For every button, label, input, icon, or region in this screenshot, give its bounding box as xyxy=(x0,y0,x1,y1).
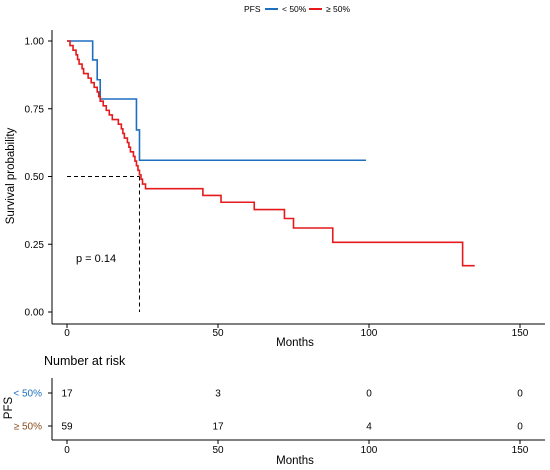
y-tick-label: 0.75 xyxy=(25,104,45,115)
risk-y-title: PFS xyxy=(3,396,15,419)
x-tick-label: 0 xyxy=(64,328,70,339)
median-survival-lines xyxy=(67,176,140,312)
risk-count: 59 xyxy=(61,422,73,433)
risk-count: 4 xyxy=(366,422,372,433)
p-value-annotation: p = 0.14 xyxy=(76,253,116,265)
risk-table: Number at risk PFS Months < 50% 17 3 0 0 ≥ 50… xyxy=(3,354,545,467)
main-plot: 0.00 0.25 0.50 0.75 1.00 0 50 100 150 Survival … xyxy=(5,30,545,349)
legend: PFS < 50% ≥ 50% xyxy=(244,4,350,14)
risk-count: 0 xyxy=(517,422,523,433)
risk-x-title: Months xyxy=(276,455,314,467)
risk-table-title: Number at risk xyxy=(44,354,126,368)
y-tick-label: 0.25 xyxy=(25,240,45,251)
legend-title: PFS xyxy=(244,4,261,14)
survival-curve-lt50 xyxy=(67,40,366,162)
y-tick-label: 0.50 xyxy=(25,172,45,183)
y-ticks: 0.00 0.25 0.50 0.75 1.00 xyxy=(25,37,52,319)
risk-x-tick-label: 100 xyxy=(361,445,378,456)
risk-count: 0 xyxy=(366,389,372,400)
risk-count: 0 xyxy=(517,389,523,400)
risk-rows: < 50% 17 3 0 0 ≥ 50% 59 17 4 0 xyxy=(13,389,523,433)
risk-row-label: ≥ 50% xyxy=(14,422,42,433)
risk-x-ticks: 0 50 100 150 xyxy=(64,440,529,456)
risk-count: 17 xyxy=(61,389,73,400)
y-axis-title: Survival probability xyxy=(5,127,17,224)
y-tick-label: 0.00 xyxy=(25,308,45,319)
legend-label-ge50: ≥ 50% xyxy=(326,4,350,14)
risk-count: 3 xyxy=(215,389,221,400)
survival-curve-ge50 xyxy=(67,40,475,267)
risk-x-tick-label: 0 xyxy=(64,445,70,456)
x-tick-label: 100 xyxy=(361,328,378,339)
x-axis-title: Months xyxy=(276,337,314,349)
legend-label-lt50: < 50% xyxy=(282,4,307,14)
risk-count: 17 xyxy=(212,422,224,433)
risk-x-tick-label: 50 xyxy=(212,445,224,456)
risk-row-label: < 50% xyxy=(13,389,42,400)
x-ticks: 0 50 100 150 xyxy=(64,324,529,339)
x-tick-label: 50 xyxy=(212,328,224,339)
x-tick-label: 150 xyxy=(512,328,529,339)
y-tick-label: 1.00 xyxy=(25,37,45,48)
survival-curves xyxy=(67,40,475,267)
risk-x-tick-label: 150 xyxy=(512,445,529,456)
